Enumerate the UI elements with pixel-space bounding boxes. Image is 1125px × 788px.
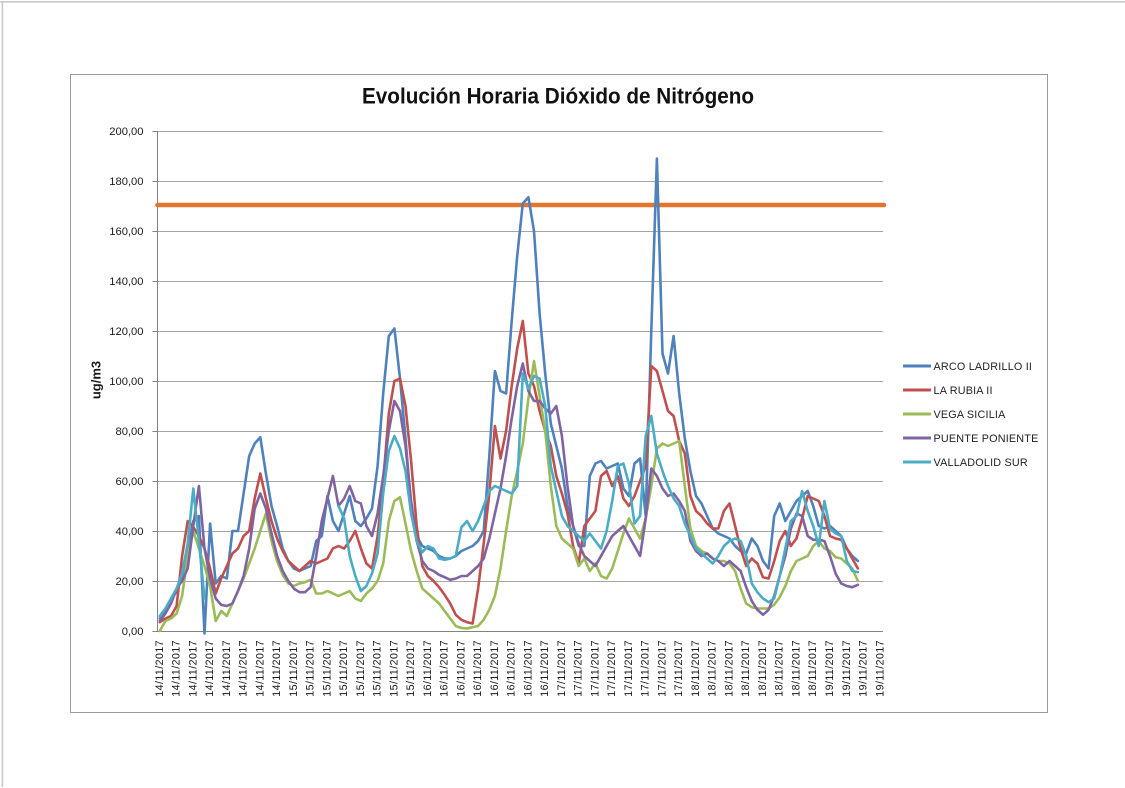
svg-text:19/11/2017: 19/11/2017 — [858, 640, 870, 697]
svg-text:VALLADOLID SUR: VALLADOLID SUR — [934, 457, 1028, 469]
svg-text:14/11/2017: 14/11/2017 — [204, 640, 216, 697]
svg-text:18/11/2017: 18/11/2017 — [724, 640, 736, 697]
svg-text:PUENTE PONIENTE: PUENTE PONIENTE — [934, 433, 1039, 445]
svg-text:Evolución Horaria Dióxido de N: Evolución Horaria Dióxido de Nitrógeno — [362, 84, 754, 109]
svg-text:15/11/2017: 15/11/2017 — [388, 640, 400, 697]
svg-text:15/11/2017: 15/11/2017 — [355, 640, 367, 697]
svg-text:15/11/2017: 15/11/2017 — [338, 640, 350, 697]
svg-text:160,00: 160,00 — [109, 226, 143, 238]
svg-text:20,00: 20,00 — [116, 576, 144, 588]
svg-text:15/11/2017: 15/11/2017 — [372, 640, 384, 697]
svg-text:18/11/2017: 18/11/2017 — [757, 640, 769, 697]
svg-text:ARCO LADRILLO II: ARCO LADRILLO II — [934, 361, 1033, 373]
svg-text:17/11/2017: 17/11/2017 — [623, 640, 635, 697]
svg-text:16/11/2017: 16/11/2017 — [489, 640, 501, 697]
svg-text:200,00: 200,00 — [109, 126, 143, 138]
svg-text:15/11/2017: 15/11/2017 — [321, 640, 333, 697]
svg-text:16/11/2017: 16/11/2017 — [422, 640, 434, 697]
svg-text:18/11/2017: 18/11/2017 — [807, 640, 819, 697]
svg-text:18/11/2017: 18/11/2017 — [707, 640, 719, 697]
svg-text:120,00: 120,00 — [109, 326, 143, 338]
svg-text:40,00: 40,00 — [116, 526, 144, 538]
svg-text:18/11/2017: 18/11/2017 — [690, 640, 702, 697]
svg-text:19/11/2017: 19/11/2017 — [874, 640, 886, 697]
svg-text:16/11/2017: 16/11/2017 — [506, 640, 518, 697]
svg-text:16/11/2017: 16/11/2017 — [522, 640, 534, 697]
svg-text:17/11/2017: 17/11/2017 — [556, 640, 568, 697]
svg-text:14/11/2017: 14/11/2017 — [154, 640, 166, 697]
svg-text:18/11/2017: 18/11/2017 — [740, 640, 752, 697]
svg-text:17/11/2017: 17/11/2017 — [589, 640, 601, 697]
svg-text:17/11/2017: 17/11/2017 — [573, 640, 585, 697]
svg-text:80,00: 80,00 — [116, 426, 144, 438]
svg-text:0,00: 0,00 — [122, 626, 144, 638]
svg-text:18/11/2017: 18/11/2017 — [791, 640, 803, 697]
svg-text:17/11/2017: 17/11/2017 — [673, 640, 685, 697]
svg-text:17/11/2017: 17/11/2017 — [640, 640, 652, 697]
svg-text:14/11/2017: 14/11/2017 — [221, 640, 233, 697]
svg-text:17/11/2017: 17/11/2017 — [606, 640, 618, 697]
svg-text:140,00: 140,00 — [109, 276, 143, 288]
svg-text:14/11/2017: 14/11/2017 — [171, 640, 183, 697]
svg-text:19/11/2017: 19/11/2017 — [841, 640, 853, 697]
svg-text:15/11/2017: 15/11/2017 — [405, 640, 417, 697]
svg-text:14/11/2017: 14/11/2017 — [187, 640, 199, 697]
svg-text:18/11/2017: 18/11/2017 — [774, 640, 786, 697]
svg-text:16/11/2017: 16/11/2017 — [472, 640, 484, 697]
svg-text:60,00: 60,00 — [116, 476, 144, 488]
svg-text:14/11/2017: 14/11/2017 — [271, 640, 283, 697]
svg-text:19/11/2017: 19/11/2017 — [824, 640, 836, 697]
svg-text:17/11/2017: 17/11/2017 — [657, 640, 669, 697]
svg-text:16/11/2017: 16/11/2017 — [455, 640, 467, 697]
svg-text:15/11/2017: 15/11/2017 — [288, 640, 300, 697]
svg-text:ug/m3: ug/m3 — [89, 361, 104, 399]
svg-text:LA RUBIA II: LA RUBIA II — [934, 385, 993, 397]
svg-text:VEGA SICILIA: VEGA SICILIA — [934, 409, 1007, 421]
svg-text:15/11/2017: 15/11/2017 — [305, 640, 317, 697]
svg-text:16/11/2017: 16/11/2017 — [439, 640, 451, 697]
svg-text:100,00: 100,00 — [109, 376, 143, 388]
svg-text:16/11/2017: 16/11/2017 — [539, 640, 551, 697]
svg-text:14/11/2017: 14/11/2017 — [238, 640, 250, 697]
svg-text:180,00: 180,00 — [109, 176, 143, 188]
svg-text:14/11/2017: 14/11/2017 — [254, 640, 266, 697]
